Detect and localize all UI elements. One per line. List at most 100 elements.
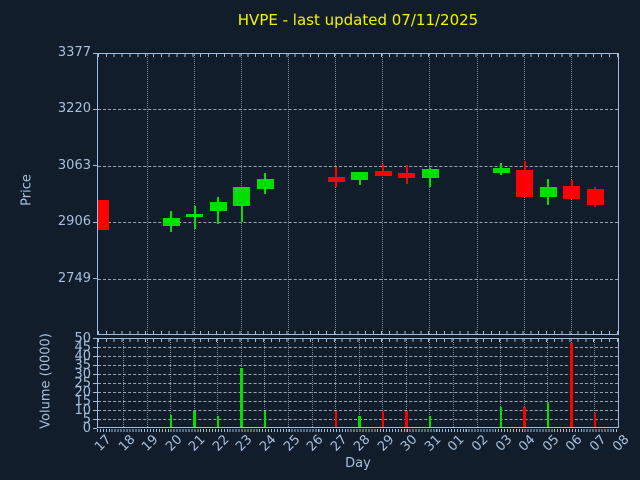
minor-ticks-bottom bbox=[98, 331, 618, 334]
volume-gridline bbox=[98, 347, 618, 348]
day-gridline bbox=[335, 339, 337, 427]
day-tick-label: 19 bbox=[139, 432, 162, 455]
day-axis-label: Day bbox=[345, 456, 371, 471]
volume-bar-day-27 bbox=[334, 411, 338, 427]
day-gridline bbox=[288, 339, 290, 427]
price-axis-label: Price bbox=[19, 174, 35, 206]
volume-axis-label: Volume (0000) bbox=[38, 333, 54, 429]
price-tick-label: 3377 bbox=[57, 45, 91, 60]
day-tick-label: 04 bbox=[516, 432, 539, 455]
chart-title: HVPE - last updated 07/11/2025 bbox=[237, 11, 479, 29]
day-tick-label: 18 bbox=[115, 432, 138, 455]
day-gridline bbox=[547, 339, 549, 427]
day-gridline bbox=[264, 339, 266, 427]
candle-body-day-29 bbox=[374, 171, 392, 177]
volume-tick-mark bbox=[93, 427, 97, 429]
volume-bar-day-29 bbox=[381, 411, 385, 427]
volume-bar-day-04 bbox=[523, 407, 526, 427]
candle-body-day-04 bbox=[516, 169, 534, 198]
volume-bar-day-24 bbox=[263, 411, 267, 427]
price-panel bbox=[97, 53, 619, 335]
day-gridline bbox=[523, 339, 525, 427]
volume-tick-mark bbox=[93, 373, 97, 375]
volume-tick-label: 50 bbox=[74, 330, 91, 346]
day-tick-label: 03 bbox=[492, 432, 516, 455]
price-gridline bbox=[98, 222, 618, 224]
volume-tick-mark bbox=[93, 364, 97, 366]
day-tick-label: 05 bbox=[539, 432, 563, 455]
volume-bar-day-30 bbox=[405, 411, 408, 427]
day-tick-label: 21 bbox=[186, 432, 209, 455]
price-tick-mark bbox=[93, 165, 97, 167]
volume-tick-mark bbox=[93, 418, 97, 420]
volume-tick-mark bbox=[93, 346, 97, 348]
volume-tick-label: 40 bbox=[74, 348, 91, 364]
day-gridline bbox=[335, 54, 337, 334]
volume-bar-day-21 bbox=[193, 411, 196, 427]
day-gridline bbox=[429, 54, 431, 334]
day-gridline bbox=[476, 54, 478, 334]
volume-tick-label: 5 bbox=[82, 411, 91, 427]
price-tick-label: 2749 bbox=[57, 270, 91, 286]
day-tick-label: 08 bbox=[610, 432, 633, 455]
day-gridline bbox=[405, 339, 407, 427]
volume-tick-label: 0 bbox=[82, 420, 91, 436]
day-tick-label: 06 bbox=[563, 432, 586, 455]
day-gridline bbox=[358, 339, 360, 427]
price-tick-mark bbox=[93, 278, 97, 280]
price-tick-label: 3063 bbox=[57, 157, 91, 173]
candle-body-day-27 bbox=[327, 177, 345, 183]
day-tick-label: 20 bbox=[162, 432, 186, 455]
candle-wick-day-21 bbox=[193, 205, 196, 229]
candle-body-day-21 bbox=[186, 213, 204, 218]
candle-body-day-20 bbox=[162, 218, 180, 227]
volume-tick-label: 10 bbox=[74, 402, 91, 418]
volume-tick-mark bbox=[93, 391, 97, 393]
candle-body-day-23 bbox=[233, 187, 251, 206]
day-tick-label: 28 bbox=[351, 432, 374, 455]
candle-body-day-17 bbox=[98, 199, 109, 230]
candle-wick-day-29 bbox=[382, 163, 385, 177]
candle-body-day-24 bbox=[256, 179, 274, 190]
candle-body-day-22 bbox=[209, 201, 227, 211]
minor-ticks-top bbox=[98, 54, 618, 57]
volume-gridline bbox=[98, 356, 618, 357]
day-tick-label: 30 bbox=[398, 432, 421, 455]
volume-gridline bbox=[98, 383, 618, 384]
day-gridline bbox=[146, 54, 148, 334]
volume-bar-day-20 bbox=[169, 414, 173, 427]
candle-body-day-28 bbox=[351, 171, 369, 181]
day-gridline bbox=[594, 339, 596, 427]
volume-panel bbox=[97, 338, 619, 428]
day-gridline bbox=[170, 339, 172, 427]
volume-gridline bbox=[98, 374, 618, 375]
price-tick-mark bbox=[93, 52, 97, 54]
volume-tick-label: 20 bbox=[74, 384, 91, 400]
volume-tick-label: 45 bbox=[74, 339, 91, 355]
volume-tick-mark bbox=[93, 337, 97, 339]
day-tick-label: 22 bbox=[209, 432, 233, 455]
volume-bar-day-05 bbox=[546, 402, 550, 427]
volume-tick-mark bbox=[93, 382, 97, 384]
day-gridline bbox=[311, 339, 313, 427]
day-tick-label: 26 bbox=[304, 432, 327, 455]
candle-wick-day-22 bbox=[217, 197, 220, 224]
price-tick-label: 3220 bbox=[57, 101, 91, 117]
day-gridline bbox=[193, 339, 195, 427]
day-gridline bbox=[146, 339, 148, 427]
volume-gridline bbox=[98, 392, 618, 393]
volume-gridline bbox=[98, 410, 618, 411]
day-gridline bbox=[453, 339, 455, 427]
volume-tick-mark bbox=[93, 409, 97, 411]
volume-bar-day-22 bbox=[216, 416, 220, 427]
price-tick-mark bbox=[93, 108, 97, 110]
volume-bar-day-07 bbox=[593, 412, 597, 427]
minor-ticks-top bbox=[98, 339, 618, 342]
day-tick-label: 24 bbox=[257, 432, 280, 455]
volume-tick-mark bbox=[93, 355, 97, 357]
candle-body-day-06 bbox=[563, 186, 581, 199]
candle-body-day-03 bbox=[492, 167, 510, 173]
price-gridline bbox=[98, 109, 618, 111]
x-axis-minor-ticks bbox=[97, 429, 619, 432]
price-gridline bbox=[98, 278, 618, 280]
